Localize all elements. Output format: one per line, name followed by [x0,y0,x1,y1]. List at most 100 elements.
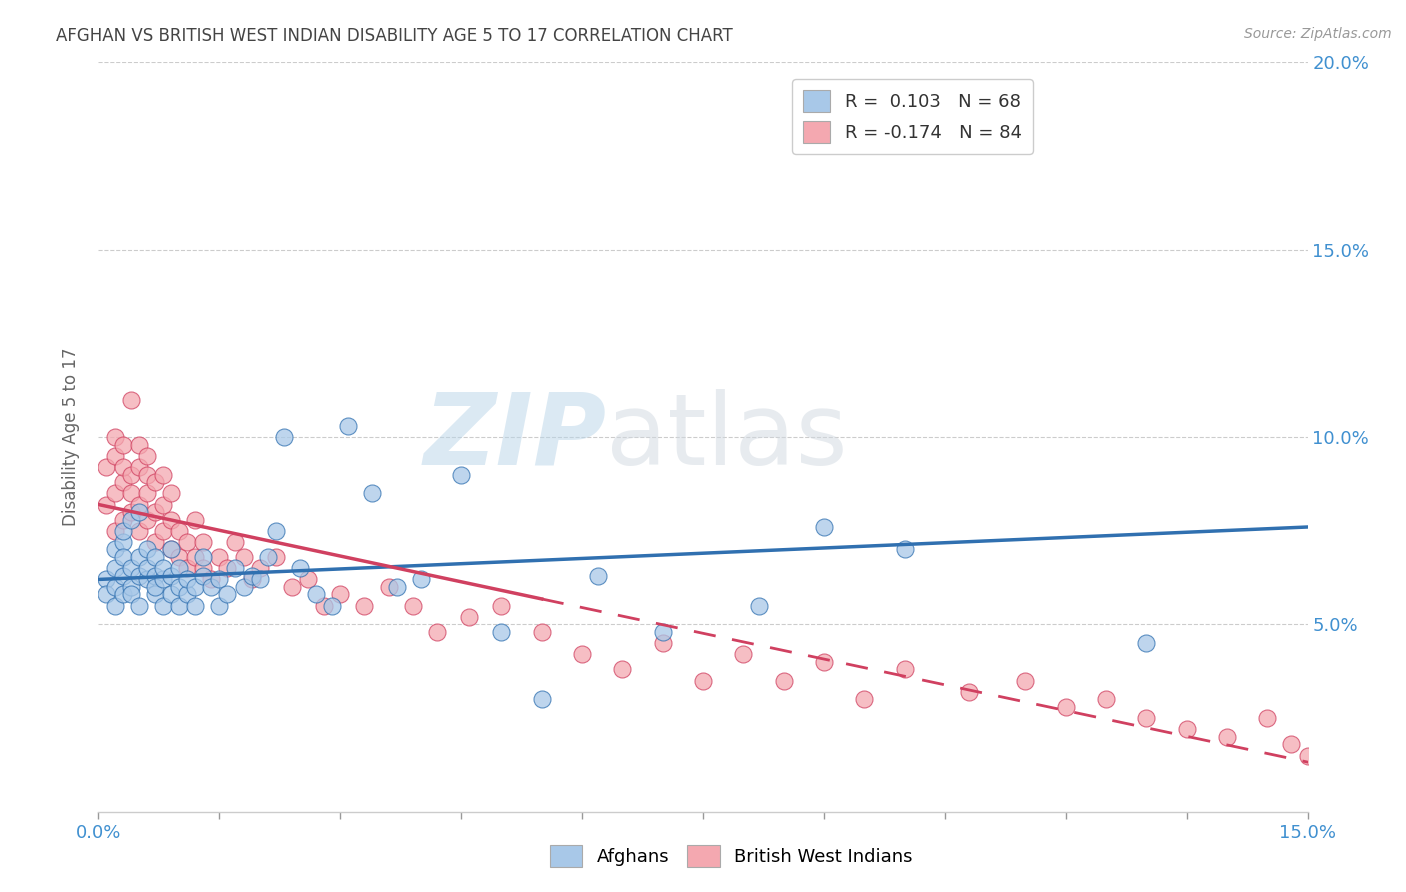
Point [321,599,343,613]
Point [128,498,150,512]
Point [152,467,174,482]
Point [143,549,166,564]
Point [1281,737,1303,751]
Point [176,573,198,587]
Point [1054,699,1077,714]
Point [571,648,593,662]
Point [103,561,125,575]
Point [111,524,134,538]
Point [184,512,207,526]
Point [160,542,183,557]
Point [256,549,278,564]
Point [120,467,142,482]
Point [208,599,231,613]
Point [103,580,125,594]
Point [120,512,142,526]
Point [1344,767,1367,781]
Point [111,549,134,564]
Point [143,587,166,601]
Point [135,542,157,557]
Point [103,542,125,557]
Point [135,573,157,587]
Point [353,599,375,613]
Text: Source: ZipAtlas.com: Source: ZipAtlas.com [1244,27,1392,41]
Point [96,587,118,601]
Point [143,580,166,594]
Point [491,624,513,639]
Point [361,486,384,500]
Point [167,524,190,538]
Point [329,587,352,601]
Point [152,573,174,587]
Point [409,573,432,587]
Point [1135,636,1157,650]
Point [135,561,157,575]
Point [281,580,304,594]
Point [377,580,399,594]
Point [651,636,673,650]
Point [748,599,770,613]
Point [103,524,125,538]
Point [167,549,190,564]
Point [120,587,142,601]
Point [249,561,271,575]
Point [176,587,198,601]
Point [103,599,125,613]
Point [111,568,134,582]
Point [103,449,125,463]
Point [135,486,157,500]
Point [1095,692,1118,706]
Point [143,475,166,489]
Point [208,573,231,587]
Point [491,599,513,613]
Point [385,580,408,594]
Point [772,673,794,688]
Point [232,580,254,594]
Point [893,662,915,676]
Point [273,430,295,444]
Point [111,475,134,489]
Point [143,535,166,549]
Point [200,580,222,594]
Text: atlas: atlas [606,389,848,485]
Y-axis label: Disability Age 5 to 17: Disability Age 5 to 17 [62,348,80,526]
Point [160,486,183,500]
Point [135,512,157,526]
Point [160,587,183,601]
Point [426,624,449,639]
Point [1393,711,1406,725]
Point [176,535,198,549]
Point [612,662,634,676]
Point [217,587,239,601]
Point [160,542,183,557]
Point [450,467,472,482]
Point [193,561,215,575]
Point [217,561,239,575]
Point [96,460,118,475]
Point [128,568,150,582]
Point [853,692,876,706]
Point [96,498,118,512]
Point [111,512,134,526]
Legend: R =  0.103   N = 68, R = -0.174   N = 84: R = 0.103 N = 68, R = -0.174 N = 84 [793,79,1032,153]
Point [128,505,150,519]
Point [152,524,174,538]
Point [111,587,134,601]
Point [264,524,287,538]
Point [120,580,142,594]
Point [120,561,142,575]
Point [103,486,125,500]
Point [184,599,207,613]
Point [193,549,215,564]
Point [160,568,183,582]
Point [184,549,207,564]
Point [586,568,609,582]
Point [167,599,190,613]
Point [208,549,231,564]
Point [733,648,755,662]
Point [120,392,142,407]
Point [530,624,553,639]
Point [893,542,915,557]
Point [224,561,246,575]
Point [1175,723,1198,737]
